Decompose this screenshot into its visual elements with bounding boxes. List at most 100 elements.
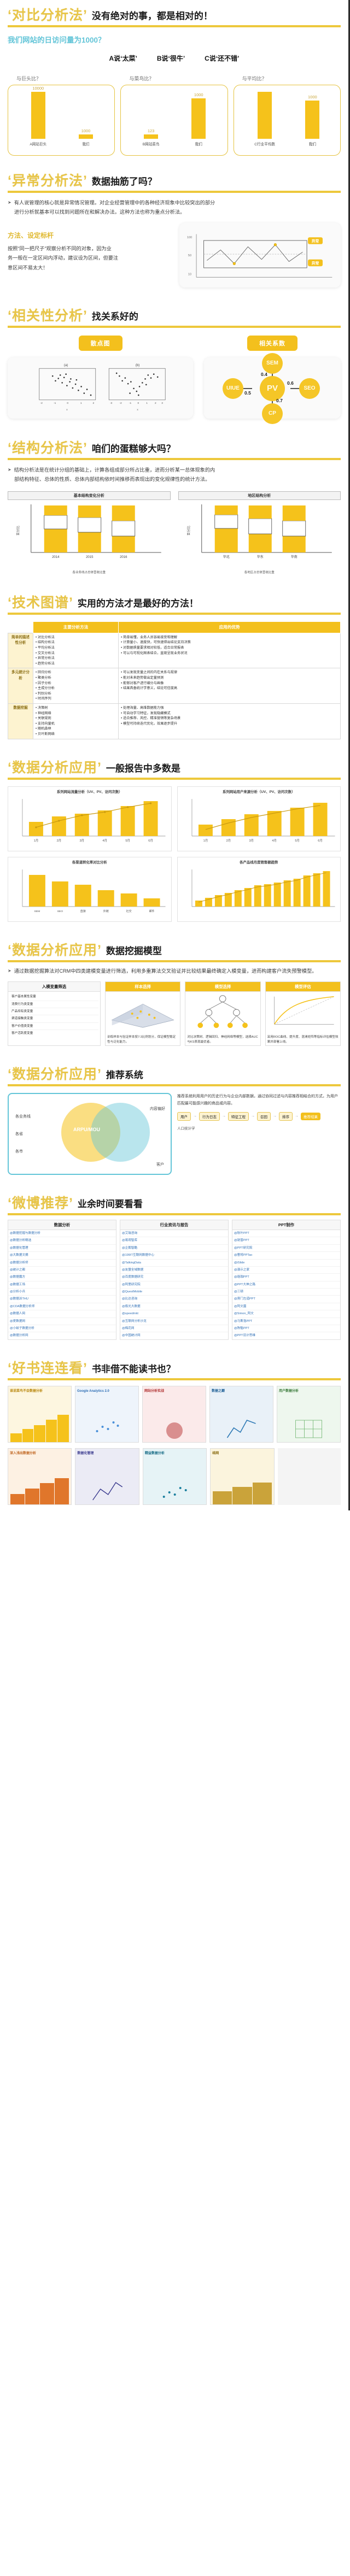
weibo-item[interactable]: @秋叶PPT xyxy=(232,1230,340,1238)
svg-text:-1: -1 xyxy=(54,402,56,405)
weibo-item[interactable]: @比达咨询 xyxy=(120,1296,228,1303)
weibo-item[interactable]: @QuestMobile xyxy=(120,1289,228,1296)
weibo-item[interactable]: @199IT互联网数据中心 xyxy=(120,1252,228,1260)
report-charts-top: 系列网站流量分析（UV、PV、访问次数） 1月 2月 3 xyxy=(8,786,341,851)
weibo-item[interactable]: @旁门左道PPT xyxy=(232,1296,340,1303)
weibo-item[interactable]: @数据工场 xyxy=(8,1281,116,1289)
weibo-item[interactable]: @数据魔方 xyxy=(8,1274,116,1281)
table-header-row: 主要分析方法 应用的优势 xyxy=(8,621,341,633)
structure-rule xyxy=(8,457,341,460)
bar-label: B网站菜鸟 xyxy=(142,143,160,146)
structure-subtitle: 咱们的蛋糕够大吗？ xyxy=(91,444,176,455)
row-methods: • 回归分析 • 聚类分析 • 因子分析 • 主成分分析 • 判别分析 • 时间… xyxy=(32,668,119,704)
abnormal-method-row: 方法、设定标杆 按照“同一把尺子”观察分析不同的对象，因为业 务一般在一定区间内… xyxy=(8,222,341,287)
weibo-item[interactable]: @三顿 xyxy=(232,1289,340,1296)
scatter-block: 散点图 (a) -2 -1 xyxy=(8,335,193,419)
weibo-item[interactable]: @艾瑞咨询 xyxy=(120,1230,228,1238)
book-item[interactable]: 精益数据分析 xyxy=(142,1448,207,1505)
weibo-item[interactable]: @Simon_阿文 xyxy=(232,1310,340,1318)
method-line1: 按照“同一把尺子”观察分析不同的对象，因为业 xyxy=(8,245,112,251)
svg-text:10: 10 xyxy=(188,273,191,277)
weibo-item[interactable]: @中国统计网 xyxy=(122,1334,141,1338)
var-row: 产品持有类变量 xyxy=(10,1008,98,1016)
weibo-item[interactable]: @数据人网 xyxy=(8,1310,116,1318)
weibo-item[interactable]: @数据挖掘与数据分析 xyxy=(8,1230,116,1238)
mining-heading: ‘数据分析应用’ 数据挖掘模型 xyxy=(8,935,341,957)
roc-curve-chart xyxy=(273,996,334,1025)
pill-coefficient[interactable]: 相关系数 xyxy=(247,335,298,351)
weibo-item[interactable]: @阿文菌 xyxy=(232,1303,340,1311)
svg-text:x: x xyxy=(137,409,138,411)
correlation-title: ‘相关性分析’ xyxy=(8,308,88,324)
svg-text:-1: -1 xyxy=(129,402,132,405)
flow-step-1: 行为日志 xyxy=(199,1111,220,1121)
bar-line-chart: 1月 2月 3月 4月 5月 6月 xyxy=(22,798,166,843)
weibo-item[interactable]: @曹将PPTao xyxy=(232,1252,340,1260)
svg-text:2014: 2014 xyxy=(52,556,60,559)
weibo-item[interactable]: @易观智库 xyxy=(120,1237,228,1245)
weibo-item[interactable]: @统计之都 xyxy=(8,1267,116,1274)
weibo-item[interactable]: @数据分析精选 xyxy=(8,1237,116,1245)
venn-node-content: 内容偏好 xyxy=(150,1107,165,1111)
book-item[interactable]: 数据化管理 xyxy=(75,1448,139,1505)
weibo-item[interactable]: @数据分析网 xyxy=(10,1334,28,1338)
var-row: 消费行为类变量 xyxy=(10,1001,98,1008)
chart-caption: 各产品线月度销售额趋势 xyxy=(240,860,278,864)
weibo-item[interactable]: @马斯洛PPT xyxy=(232,1318,340,1326)
weibo-item[interactable]: @大数据文摘 xyxy=(8,1252,116,1260)
book-item[interactable]: 结网 xyxy=(210,1448,275,1505)
weibo-item[interactable]: @百度数据研究 xyxy=(120,1274,228,1281)
svg-text:100: 100 xyxy=(187,236,192,239)
weight-uiue: 0.5 xyxy=(244,390,251,396)
mining-body: ➤ 通过数据挖掘算法对CRM中四类建模变量进行筛选，利用多重算法交叉验证并比较结… xyxy=(8,967,341,976)
weibo-item[interactable]: @企鹅智酷 xyxy=(120,1245,228,1252)
bar xyxy=(258,92,272,139)
bar-group: 123 B网站菜鸟 xyxy=(143,85,160,146)
flow-step-5: 推荐结果 xyxy=(301,1112,320,1120)
weibo-item[interactable]: @阿里研究院 xyxy=(120,1281,228,1289)
weibo-item[interactable]: @数据分析师 xyxy=(8,1260,116,1267)
weibo-item[interactable]: @演示之家 xyxy=(232,1267,340,1274)
book-item[interactable]: 数据之巅 xyxy=(209,1385,273,1443)
weibo-item[interactable]: @珞珈PPT xyxy=(232,1274,340,1281)
book-art xyxy=(96,1421,119,1432)
venn-left-label-1: 各省 xyxy=(15,1132,23,1136)
weibo-item[interactable]: @爱数据网 xyxy=(8,1318,116,1326)
weibo-item[interactable]: @小蚊子数据分析 xyxy=(8,1325,116,1333)
weibo-item[interactable]: @梅花网 xyxy=(120,1325,228,1333)
weibo-item[interactable]: @数据派THU xyxy=(8,1296,116,1303)
book-item[interactable]: Google Analytics 2.0 xyxy=(75,1385,139,1443)
book-item[interactable]: 用户数据分析 xyxy=(277,1385,341,1443)
section-mining: ‘数据分析应用’ 数据挖掘模型 ➤ 通过数据挖掘算法对CRM中四类建模变量进行筛… xyxy=(0,935,348,1046)
svg-text:6月: 6月 xyxy=(318,839,323,843)
weibo-item[interactable]: @友盟全域数据 xyxy=(120,1267,228,1274)
weibo-item[interactable]: @极光大数据 xyxy=(120,1303,228,1311)
chart-title: 地区结构分析 xyxy=(178,491,341,500)
bar-group: 1000 我们 xyxy=(191,85,206,146)
weibo-col-header: PPT制作 xyxy=(232,1220,340,1230)
bar-value: 1000 xyxy=(307,95,317,99)
weibo-item[interactable]: @PPT设计思维 xyxy=(234,1334,255,1338)
weibo-item[interactable]: @陈魁PPT xyxy=(232,1325,340,1333)
weight-cp: 0.7 xyxy=(276,397,283,403)
book-item[interactable]: 谁说菜鸟不会数据分析 xyxy=(8,1385,72,1443)
weibo-item[interactable]: @锐普PPT xyxy=(232,1237,340,1245)
book-item[interactable]: 深入浅出数据分析 xyxy=(8,1448,72,1505)
svg-text:1月: 1月 xyxy=(203,839,208,843)
weibo-item[interactable]: @iSlide xyxy=(232,1260,340,1267)
weibo-item[interactable]: @TalkingData xyxy=(120,1260,228,1267)
weibo-item[interactable]: @PPT研究院 xyxy=(232,1245,340,1252)
pill-scatter[interactable]: 散点图 xyxy=(78,335,122,351)
book-item[interactable]: 网站分析实战 xyxy=(142,1385,206,1443)
weibo-item[interactable]: @speedmkt xyxy=(120,1310,228,1318)
weibo-item[interactable]: @PPT大神之路 xyxy=(232,1281,340,1289)
weibo-item[interactable]: @数据化管理 xyxy=(8,1245,116,1252)
svg-text:1: 1 xyxy=(80,402,82,405)
row-head: 多元统计分析 xyxy=(8,668,33,704)
svg-text:3月: 3月 xyxy=(249,839,254,843)
weibo-item[interactable]: @互联网分析沙龙 xyxy=(120,1318,228,1326)
atlas-table: 主要分析方法 应用的优势 简单的描述性分析 • 对比分析法 • 结构分析法 • … xyxy=(8,621,341,739)
weibo-item[interactable]: @CDA数据分析师 xyxy=(8,1303,116,1311)
svg-text:3月: 3月 xyxy=(80,839,85,843)
weibo-item[interactable]: @分析小兵 xyxy=(8,1289,116,1296)
